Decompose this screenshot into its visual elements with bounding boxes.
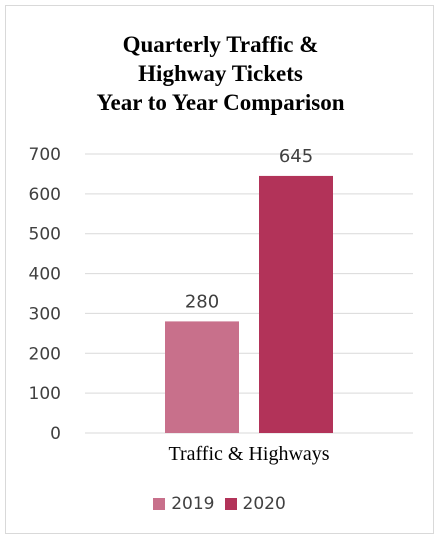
data-label-2019: 280 <box>185 291 219 312</box>
y-tick-label-600: 600 <box>29 185 61 205</box>
y-tick-label-500: 500 <box>29 225 61 245</box>
chart-frame <box>5 5 434 534</box>
legend-item-2020: 2020 <box>224 494 286 514</box>
y-tick-label-300: 300 <box>29 304 61 324</box>
bar-2020 <box>259 175 333 433</box>
legend-label-2019: 2019 <box>171 494 215 514</box>
chart-title-line-3: Year to Year Comparison <box>96 90 345 115</box>
bar-2019 <box>165 321 239 433</box>
legend-label-2020: 2020 <box>242 494 286 514</box>
legend-item-2019: 2019 <box>153 494 215 514</box>
legend-swatch-2019 <box>153 498 166 510</box>
y-tick-label-0: 0 <box>50 424 61 444</box>
y-tick-label-100: 100 <box>29 384 61 404</box>
data-label-2020: 645 <box>279 146 313 167</box>
y-tick-label-200: 200 <box>29 344 61 364</box>
legend-swatch-2020 <box>224 498 237 510</box>
y-tick-label-700: 700 <box>29 145 61 165</box>
chart-legend: 2019 2020 <box>0 494 439 514</box>
x-category-label: Traffic & Highways <box>168 443 329 465</box>
chart-title-line-2: Highway Tickets <box>138 61 303 86</box>
chart-title: Quarterly Traffic & Highway Tickets Year… <box>6 30 435 117</box>
chart-title-line-1: Quarterly Traffic & <box>122 32 319 57</box>
y-tick-label-400: 400 <box>29 265 61 285</box>
